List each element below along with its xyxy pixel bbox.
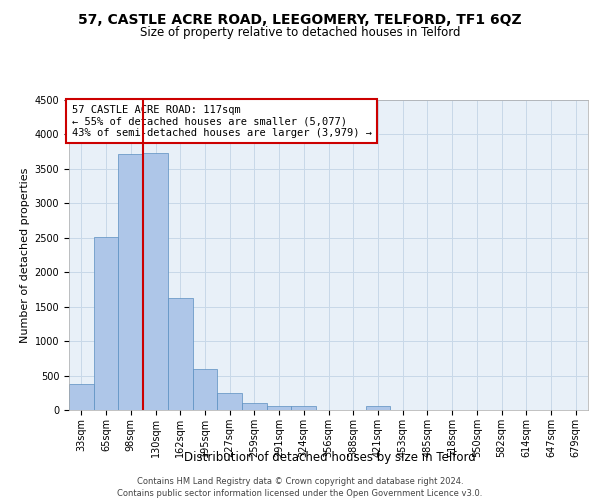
Bar [242, 403, 267, 410]
Text: Contains HM Land Registry data © Crown copyright and database right 2024.: Contains HM Land Registry data © Crown c… [137, 476, 463, 486]
Bar [168, 298, 193, 410]
Bar [143, 153, 168, 410]
Bar [292, 406, 316, 410]
Text: 57, CASTLE ACRE ROAD, LEEGOMERY, TELFORD, TF1 6QZ: 57, CASTLE ACRE ROAD, LEEGOMERY, TELFORD… [78, 12, 522, 26]
Y-axis label: Number of detached properties: Number of detached properties [20, 168, 31, 342]
Bar [365, 406, 390, 410]
Bar [118, 154, 143, 410]
Text: Contains public sector information licensed under the Open Government Licence v3: Contains public sector information licen… [118, 490, 482, 498]
Bar [217, 394, 242, 410]
Bar [193, 368, 217, 410]
Text: 57 CASTLE ACRE ROAD: 117sqm
← 55% of detached houses are smaller (5,077)
43% of : 57 CASTLE ACRE ROAD: 117sqm ← 55% of det… [71, 104, 371, 138]
Text: Distribution of detached houses by size in Telford: Distribution of detached houses by size … [184, 451, 476, 464]
Bar [94, 237, 118, 410]
Bar [69, 384, 94, 410]
Text: Size of property relative to detached houses in Telford: Size of property relative to detached ho… [140, 26, 460, 39]
Bar [267, 406, 292, 410]
